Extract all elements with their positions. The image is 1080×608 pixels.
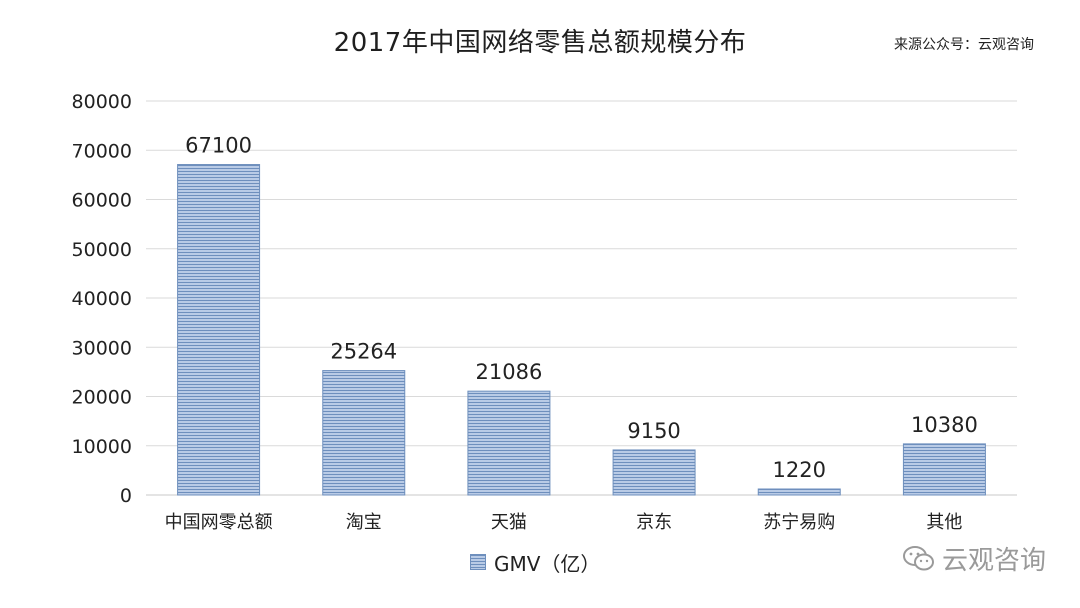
- chart-title: 2017年中国网络零售总额规模分布: [333, 28, 747, 58]
- watermark: 云观咨询: [902, 540, 1046, 577]
- source-note: 来源公众号：云观咨询: [894, 37, 1034, 53]
- x-tick-label: 京东: [636, 512, 672, 533]
- data-label: 10380: [911, 413, 978, 437]
- y-tick-label: 80000: [72, 91, 132, 113]
- data-label: 9150: [627, 419, 680, 443]
- y-tick-label: 70000: [72, 140, 132, 162]
- x-tick-label: 苏宁易购: [763, 512, 835, 533]
- y-tick-label: 60000: [72, 190, 132, 212]
- bar: [467, 390, 551, 496]
- data-label: 21086: [476, 360, 543, 384]
- y-tick-label: 0: [120, 485, 132, 507]
- y-tick-label: 50000: [72, 239, 132, 261]
- bar: [902, 443, 986, 496]
- watermark-text: 云观咨询: [941, 546, 1046, 576]
- data-label: 25264: [330, 340, 397, 364]
- bar: [177, 164, 261, 496]
- data-label: 67100: [185, 134, 252, 158]
- y-tick-label: 10000: [72, 436, 132, 458]
- legend: GMV（亿）: [470, 549, 601, 576]
- y-tick-label: 20000: [72, 387, 132, 409]
- y-tick-label: 40000: [72, 288, 132, 310]
- bar: [322, 370, 406, 496]
- x-tick-label: 淘宝: [346, 512, 382, 533]
- bar: [612, 449, 696, 496]
- x-tick-label: 其他: [926, 512, 962, 533]
- bar: [757, 488, 841, 496]
- wechat-icon: [902, 545, 934, 570]
- legend-label: GMV（亿）: [494, 551, 601, 576]
- data-label: 1220: [773, 458, 826, 482]
- x-tick-label: 天猫: [491, 512, 527, 533]
- y-tick-label: 30000: [72, 337, 132, 359]
- x-tick-label: 中国网零总额: [165, 512, 273, 533]
- legend-swatch: [470, 554, 486, 570]
